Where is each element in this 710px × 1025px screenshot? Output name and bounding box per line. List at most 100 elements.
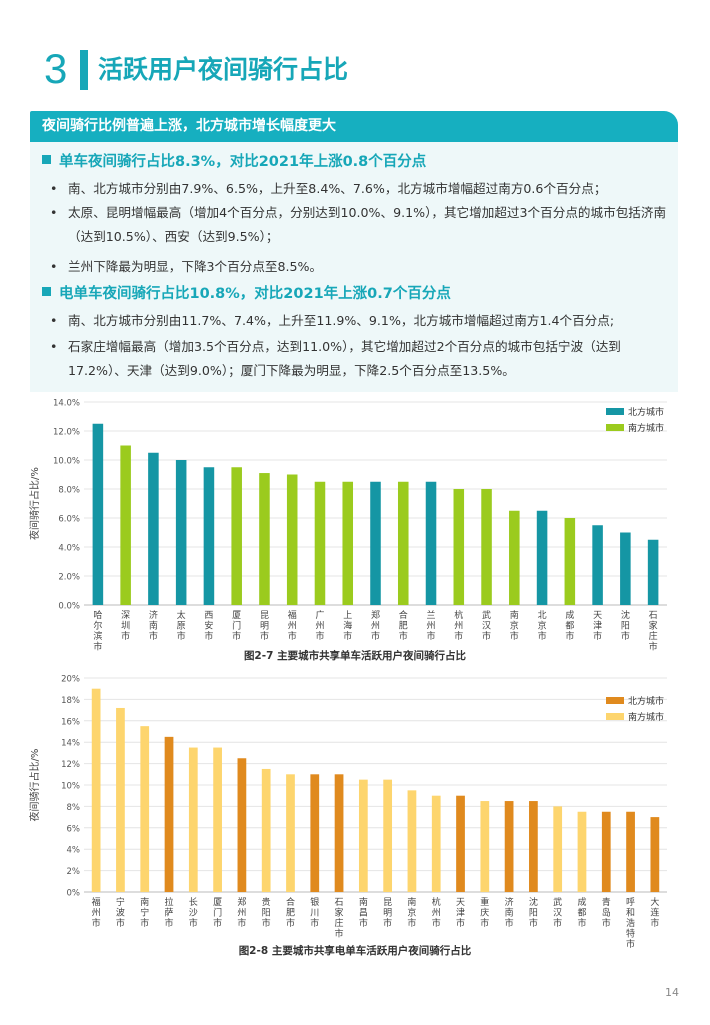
y-tick-label: 20% [61,675,80,685]
bike-bar-2 [148,452,159,605]
section-number: 3 [44,45,68,92]
ebike-bar-8 [286,774,295,892]
y-tick-label: 6% [67,824,81,834]
x-tick-label: 成都市 [577,896,586,929]
bike-heading-text: 单车夜间骑行占比8.3%，对比2021年上涨0.8个百分点 [59,154,427,170]
x-tick-label: 福州市 [288,609,297,642]
x-tick-label: 呼和浩特市 [626,897,635,950]
bike-bar-8 [314,481,326,605]
ebike-bar-20 [577,811,587,892]
bullet-text: 南、北方城市分别由11.7%、7.4%，上升至11.9%、9.1%，北方城市增幅… [68,313,615,328]
bike-bar-5 [231,467,242,605]
bike-bar-17 [564,518,576,605]
ebike-heading-text: 电单车夜间骑行占比10.8%，对比2021年上涨0.7个百分点 [59,286,451,302]
x-tick-label: 成都市 [565,609,574,642]
bike-heading: 单车夜间骑行占比8.3%，对比2021年上涨0.8个百分点 [42,152,426,172]
ebike-bar-7 [261,768,271,892]
legend-swatch [606,408,624,415]
chart-title: 图2-7 主要城市共享单车活跃用户夜间骑行占比 [244,649,467,662]
x-tick-label: 南昌市 [359,896,368,929]
ebike-bar-18 [529,801,538,892]
x-tick-label: 杭州市 [454,609,463,642]
x-tick-label: 重庆市 [480,896,489,929]
legend-swatch [606,697,624,704]
x-tick-label: 深圳市 [121,610,130,642]
y-tick-label: 14% [61,739,80,749]
x-tick-label: 西安市 [204,610,213,642]
x-tick-label: 南京市 [510,609,519,642]
x-tick-label: 石家庄市 [649,611,658,653]
y-tick-label: 14.0% [53,399,80,409]
y-tick-label: 18% [61,696,80,706]
bike-bar-18 [592,525,603,605]
x-tick-label: 昆明市 [383,897,392,929]
y-tick-label: 10% [61,782,80,792]
x-tick-label: 武汉市 [553,896,562,929]
bike-bar-3 [175,460,187,605]
x-tick-label: 青岛市 [602,896,611,929]
bike-bar-10 [370,481,381,605]
ebike-bar-1 [116,707,125,892]
y-tick-label: 6.0% [58,515,80,525]
bike-bar-13 [453,489,465,605]
x-tick-label: 厦门市 [232,610,241,642]
ebike-bullet-1: • 南、北方城市分别由11.7%、7.4%，上升至11.9%、9.1%，北方城市增… [50,309,675,333]
x-tick-label: 沈阳市 [529,896,538,929]
bullet-text: 兰州下降最为明显，下降3个百分点至8.5%。 [68,259,323,274]
x-tick-label: 郑州市 [237,896,246,929]
y-tick-label: 12.0% [53,428,80,438]
ebike-bar-9 [310,774,320,892]
x-tick-label: 天津市 [456,898,465,929]
y-tick-label: 2% [67,867,81,877]
legend-label: 南方城市 [628,422,664,434]
x-tick-label: 沈阳市 [621,609,630,642]
ebike-bar-0 [91,688,101,892]
ebike-bar-13 [407,790,417,892]
y-tick-label: 12% [61,760,80,770]
x-tick-label: 贵阳市 [262,896,271,929]
bike-night-ride-chart: 0.0% 2.0% 4.0% 6.0% 8.0% 10.0% 12.0% 14.0% 夜间骑行占… [28,399,667,662]
bike-bar-7 [286,474,298,605]
y-tick-label: 10.0% [53,457,80,467]
section-title: 活跃用户夜间骑行占比 [98,55,349,84]
bike-bullet-3: • 兰州下降最为明显，下降3个百分点至8.5%。 [50,255,675,279]
x-tick-label: 南宁市 [140,896,149,929]
x-tick-label: 昆明市 [260,610,269,642]
bike-bullet-2: • 太原、昆明增幅最高（增加4个百分点，分别达到10.0%、9.1%），其它增加超… [50,201,675,249]
ebike-bar-4 [188,747,198,892]
bike-bar-12 [425,481,437,605]
bike-bar-4 [203,467,215,605]
legend-label: 北方城市 [628,406,664,418]
y-tick-label: 8% [67,803,81,813]
section-accent-bar [80,50,88,90]
x-tick-label: 福州市 [92,896,101,929]
x-tick-label: 天津市 [593,611,602,642]
ebike-bar-6 [237,758,247,892]
y-tick-label: 4% [67,846,81,856]
bike-bar-20 [647,539,659,605]
x-tick-label: 哈尔滨市 [93,609,102,653]
ebike-bar-2 [140,726,150,892]
x-tick-label: 宁波市 [116,896,125,929]
bike-bar-16 [536,510,548,605]
x-tick-label: 南京市 [407,896,416,929]
ebike-bar-21 [601,811,611,892]
x-tick-label: 石家庄市 [335,898,344,940]
legend-label: 南方城市 [628,711,664,723]
ebike-bar-23 [650,817,660,892]
bike-bar-1 [120,445,131,605]
ebike-bar-17 [504,801,514,892]
ebike-bar-10 [334,774,344,892]
ebike-bar-14 [431,795,441,892]
y-tick-label: 0.0% [58,602,80,612]
x-tick-label: 长沙市 [189,896,198,929]
x-tick-label: 武汉市 [482,609,491,642]
y-tick-label: 8.0% [58,486,80,496]
legend-swatch [606,713,624,720]
y-tick-label: 0% [67,889,81,899]
bike-bullet-1: • 南、北方城市分别由7.9%、6.5%，上升至8.4%、7.6%，北方城市增幅超… [50,177,675,201]
bike-bar-19 [620,532,631,605]
y-tick-label: 16% [61,717,80,727]
bike-bar-9 [342,481,354,605]
y-axis-label: 夜间骑行占比/% [28,749,41,822]
